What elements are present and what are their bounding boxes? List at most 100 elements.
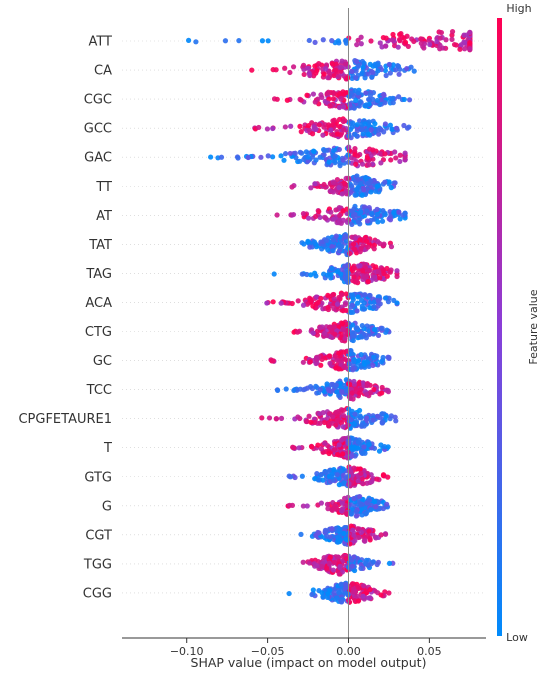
- shap-point: [402, 154, 408, 161]
- shap-point: [342, 301, 348, 308]
- shap-point: [290, 444, 296, 450]
- shap-point: [385, 387, 391, 393]
- shap-point: [274, 212, 280, 218]
- shap-point: [350, 241, 357, 247]
- shap-point: [266, 415, 273, 421]
- shap-point: [427, 41, 433, 48]
- shap-point: [363, 510, 369, 516]
- shap-point: [327, 534, 333, 540]
- shap-point: [370, 559, 377, 565]
- shap-point: [292, 474, 298, 481]
- shap-point: [352, 192, 358, 198]
- shap-point: [370, 362, 376, 368]
- shap-point: [327, 554, 333, 560]
- shap-point: [326, 560, 332, 566]
- shap-point: [305, 65, 312, 71]
- shap-point: [437, 42, 443, 48]
- shap-point: [312, 63, 318, 69]
- shap-point: [281, 157, 287, 163]
- shap-point: [349, 208, 355, 214]
- shap-point: [316, 61, 322, 67]
- shap-point: [307, 244, 313, 250]
- shap-point: [326, 388, 332, 394]
- shap-point: [338, 271, 344, 277]
- feature-swarm-gc: [268, 348, 392, 373]
- shap-point: [358, 470, 364, 477]
- shap-point: [381, 92, 387, 99]
- shap-point: [338, 419, 345, 426]
- shap-point: [411, 68, 417, 74]
- shap-point: [357, 333, 363, 339]
- shap-point: [370, 354, 377, 360]
- shap-point: [349, 221, 355, 227]
- shap-point: [320, 132, 326, 138]
- shap-point: [270, 154, 276, 160]
- shap-point: [396, 209, 402, 215]
- shap-point: [341, 364, 347, 370]
- shap-point: [342, 330, 348, 337]
- shap-point: [348, 510, 354, 517]
- shap-point: [312, 39, 318, 46]
- shap-point: [336, 212, 343, 219]
- shap-point: [355, 478, 361, 484]
- shap-point: [348, 189, 354, 196]
- shap-point: [353, 68, 359, 74]
- shap-point: [390, 100, 396, 106]
- shap-point: [461, 32, 467, 38]
- shap-point: [449, 29, 456, 35]
- shap-point: [361, 444, 367, 450]
- shap-point: [366, 441, 372, 448]
- feature-swarm-gac: [208, 144, 408, 169]
- shap-point: [351, 465, 357, 471]
- shap-point: [366, 363, 372, 370]
- shap-point: [386, 61, 392, 68]
- shap-point: [342, 335, 348, 341]
- shap-point: [361, 60, 367, 66]
- shap-point: [318, 362, 324, 368]
- shap-point: [359, 480, 366, 486]
- shap-point: [245, 154, 251, 161]
- shap-point: [294, 329, 301, 335]
- shap-point: [337, 564, 343, 571]
- shap-point: [328, 381, 335, 388]
- feature-swarm-tgg: [300, 552, 396, 577]
- shap-point: [334, 417, 340, 423]
- shap-point: [321, 419, 328, 426]
- shap-point: [340, 157, 346, 163]
- shap-point: [357, 493, 363, 500]
- shap-point: [330, 122, 336, 128]
- shap-point: [317, 411, 323, 417]
- x-tick-label: 0.05: [417, 645, 442, 658]
- shap-point: [326, 159, 332, 165]
- shap-point: [346, 394, 352, 400]
- shap-point: [330, 132, 337, 138]
- shap-point: [339, 599, 345, 605]
- shap-point: [341, 530, 347, 537]
- shap-point: [377, 275, 383, 281]
- shap-point: [360, 243, 366, 249]
- shap-point: [358, 562, 364, 568]
- shap-point: [351, 274, 357, 280]
- shap-point: [334, 506, 340, 512]
- shap-point: [330, 244, 336, 250]
- shap-point: [318, 500, 324, 506]
- shap-point: [307, 297, 314, 303]
- shap-point: [340, 308, 346, 314]
- shap-point: [318, 446, 324, 452]
- shap-point: [332, 67, 339, 73]
- shap-point: [313, 294, 320, 300]
- feature-label: AT: [96, 209, 112, 224]
- shap-point: [367, 292, 373, 299]
- shap-point: [366, 595, 372, 601]
- shap-point: [327, 353, 333, 359]
- shap-point: [278, 415, 285, 421]
- shap-point: [341, 480, 347, 486]
- shap-point: [338, 96, 344, 102]
- shap-point: [380, 354, 386, 361]
- feature-swarm-gtg: [286, 464, 391, 489]
- shap-point: [393, 67, 399, 73]
- shap-point: [340, 424, 346, 430]
- shap-point: [340, 326, 347, 333]
- shap-point: [331, 117, 337, 123]
- shap-point: [336, 116, 343, 123]
